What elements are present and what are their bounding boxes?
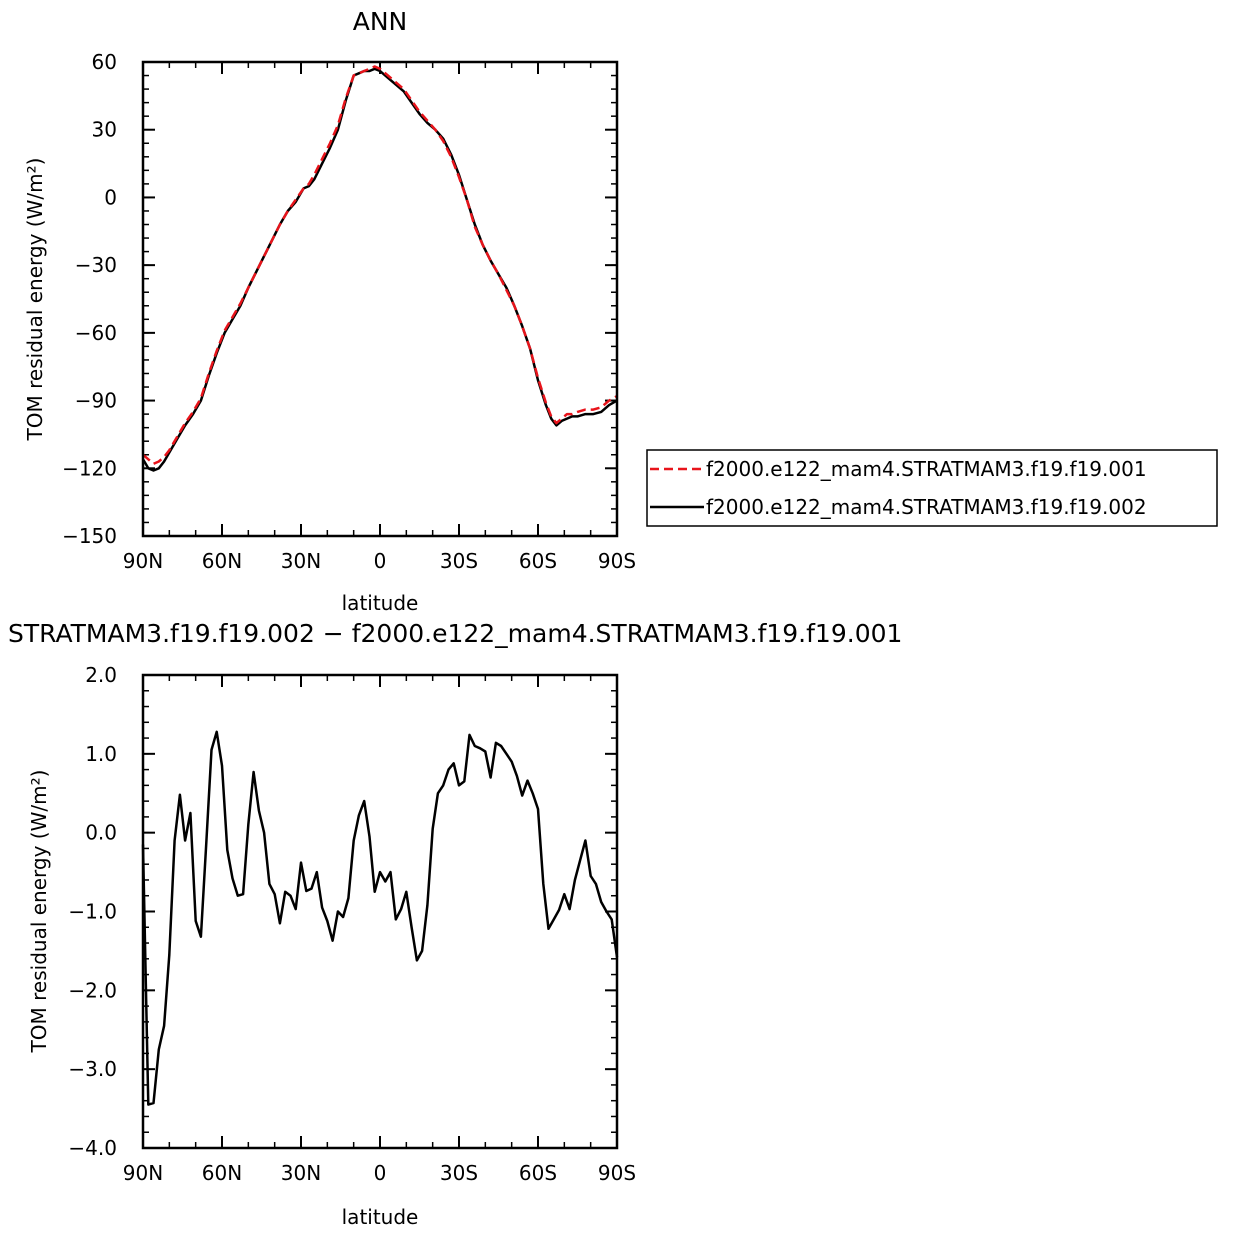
panel-bottom-xlabel: latitude [342,1205,419,1229]
x-tick-label: 60S [519,549,557,573]
y-tick-label: 1.0 [85,742,117,766]
x-tick-label: 0 [374,1161,387,1185]
legend-label-series-2: f2000.e122_mam4.STRATMAM3.f19.f19.002 [706,495,1147,519]
y-tick-label: −2.0 [68,978,117,1002]
panel-top-ylabel: TOM residual energy (W/m²) [23,158,47,442]
y-tick-label: 0 [104,185,117,209]
y-tick-label: 2.0 [85,663,117,687]
y-tick-label: −120 [62,456,117,480]
panel-top-series [141,65,618,472]
x-tick-label: 60S [519,1161,557,1185]
x-tick-label: 60N [202,1161,242,1185]
y-tick-label: −150 [62,524,117,548]
y-tick-label: 60 [92,50,117,74]
panel-top: ANN 90N 60N 30N 0 30S 60S 90S −150 −120 −90 −60 −30… [23,7,636,615]
panel-bottom: STRATMAM3.f19.f19.002 − f2000.e122_mam4.… [8,619,902,1229]
y-tick-label: −1.0 [68,900,117,924]
series-line-top-2 [141,67,618,472]
legend-box [646,449,1218,527]
panel-top-title: ANN [353,7,408,36]
series-line-bottom-1 [141,730,619,1106]
y-tick-label: 0.0 [85,821,117,845]
y-tick-label: −90 [75,389,117,413]
panel-bottom-ylabel: TOM residual energy (W/m²) [27,770,51,1054]
x-tick-label: 90S [598,549,636,573]
x-tick-label: 30N [281,1161,321,1185]
x-tick-label: 90N [123,549,163,573]
legend-label-series-1: f2000.e122_mam4.STRATMAM3.f19.f19.001 [706,457,1147,481]
series-line-top-1 [142,65,618,466]
x-tick-label: 30S [440,549,478,573]
legend: f2000.e122_mam4.STRATMAM3.f19.f19.001 f2… [646,449,1218,527]
y-tick-label: −3.0 [68,1057,117,1081]
y-tick-label: −30 [75,253,117,277]
panel-top-frame [141,60,619,538]
panel-bottom-series [141,730,619,1106]
x-tick-label: 30S [440,1161,478,1185]
panel-bottom-title: STRATMAM3.f19.f19.002 − f2000.e122_mam4.… [8,619,902,648]
y-tick-label: −60 [75,321,117,345]
x-tick-label: 60N [202,549,242,573]
panel-top-xlabel: latitude [342,591,419,615]
x-tick-label: 30N [281,549,321,573]
y-tick-label: −4.0 [68,1136,117,1160]
panel-top-axes: 90N 60N 30N 0 30S 60S 90S −150 −120 −90 −60 −30 0 30 6… [62,50,636,573]
x-tick-label: 90N [123,1161,163,1185]
panel-bottom-frame [141,673,619,1150]
x-tick-label: 0 [374,549,387,573]
y-tick-label: 30 [92,118,117,142]
x-tick-label: 90S [598,1161,636,1185]
